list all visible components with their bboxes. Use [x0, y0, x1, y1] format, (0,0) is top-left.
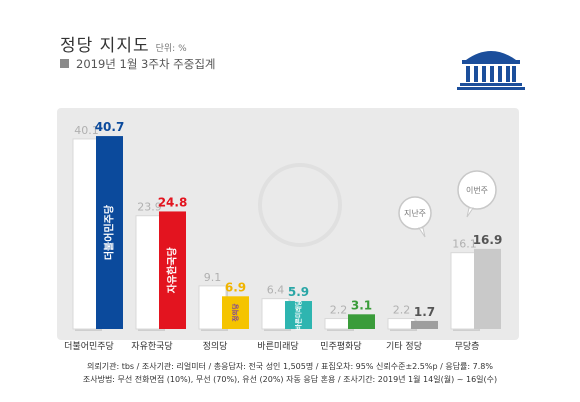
annotation-bubble — [398, 196, 432, 230]
annotation-bubble-tail — [418, 227, 426, 238]
bar-previous-3 — [261, 298, 290, 330]
bar-previous-0 — [72, 138, 101, 330]
unit-label: 단위: % — [155, 44, 187, 54]
category-label: 정의당 — [203, 341, 228, 352]
category-label: 자유한국당 — [131, 341, 172, 352]
bar-previous-5 — [387, 318, 416, 330]
subtitle-bullet-icon — [60, 59, 69, 68]
value-label-previous: 16.1 — [452, 238, 477, 251]
value-label-current: 24.8 — [158, 195, 188, 209]
annotation-bubble-tail — [466, 207, 474, 218]
watermark-seal-icon — [258, 163, 342, 247]
value-label-current: 5.9 — [288, 285, 309, 299]
bar-current-1 — [159, 211, 186, 329]
chart-title: 정당 지지도 단위: % — [60, 36, 187, 56]
value-label-current: 3.1 — [351, 298, 372, 312]
category-label: 무당층 — [455, 341, 480, 352]
annotation-text: 이번주 — [466, 185, 488, 195]
bar-previous-1 — [135, 215, 164, 330]
value-label-previous: 9.1 — [204, 271, 222, 284]
bar-previous-6 — [450, 252, 479, 330]
bar-current-4 — [348, 314, 375, 329]
bar-current-3 — [285, 301, 312, 329]
bar-previous-2 — [198, 285, 227, 330]
party-logo-label: 정의당 — [231, 304, 240, 322]
chart-subtitle: 2019년 1월 3주차 주중집계 — [76, 57, 216, 71]
bar-current-6 — [474, 248, 501, 329]
annotation-text: 지난주 — [404, 209, 426, 218]
value-label-current: 6.9 — [225, 280, 246, 294]
category-label: 더불어민주당 — [64, 341, 114, 352]
value-label-current: 1.7 — [414, 305, 435, 319]
value-label-previous: 23.9 — [137, 201, 162, 214]
footer-line-2: 조사방법: 무선 전화면접 (10%), 무선 (70%), 유선 (20%) … — [82, 375, 498, 384]
category-label: 바른미래당 — [257, 341, 298, 352]
bar-current-5 — [411, 320, 438, 329]
bar-current-2 — [222, 296, 249, 329]
party-logo-label: 자유한국당 — [166, 246, 179, 293]
category-label: 기타 정당 — [386, 341, 422, 352]
category-label: 민주평화당 — [320, 341, 361, 352]
national-assembly-logo-icon — [457, 51, 525, 90]
value-label-current: 40.7 — [95, 120, 125, 134]
value-label-previous: 2.2 — [330, 304, 348, 317]
value-label-previous: 40.1 — [74, 124, 99, 137]
party-logo-label: 바른미래당 — [294, 300, 303, 330]
bar-previous-4 — [324, 318, 353, 330]
value-label-previous: 6.4 — [267, 284, 285, 297]
annotation-bubble — [457, 170, 497, 210]
value-label-previous: 2.2 — [393, 304, 411, 317]
footer-line-1: 의뢰기관: tbs / 조사기관: 리얼미터 / 총응답자: 전국 성인 1,5… — [87, 362, 493, 371]
bar-current-0 — [96, 136, 123, 329]
party-logo-label: 더불어민주당 — [103, 204, 116, 260]
value-label-current: 16.9 — [473, 233, 503, 247]
